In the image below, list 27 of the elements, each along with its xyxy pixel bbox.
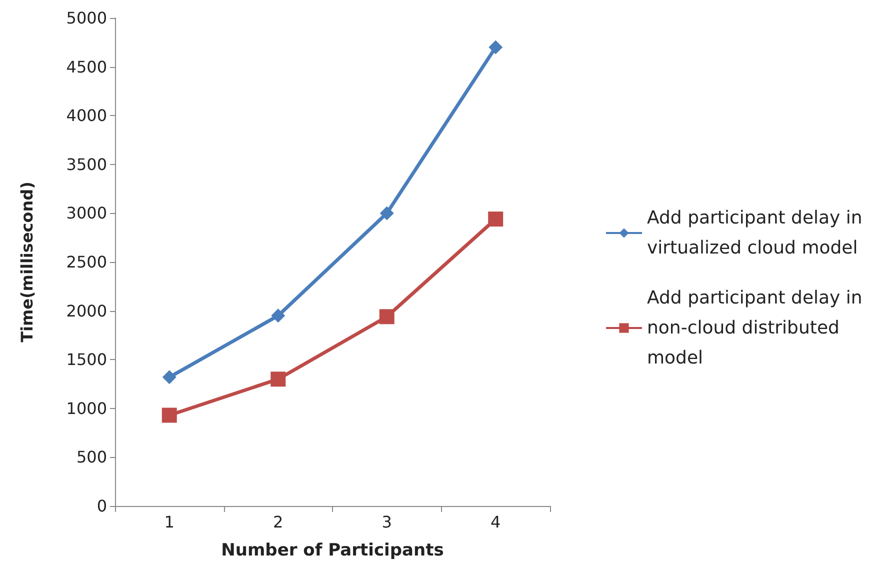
point <box>488 212 504 227</box>
y-axis-title: Time(millisecond) <box>18 182 36 342</box>
legend-label: Add participant delay in virtualized cloud model <box>647 208 868 258</box>
y-tick-label: 4500 <box>66 57 107 76</box>
y-tick-label: 5000 <box>66 8 107 28</box>
legend-label: Add participant delay in non-cloud distributed model <box>647 288 868 368</box>
x-tick-label: 4 <box>490 512 501 532</box>
point <box>271 308 286 323</box>
y-tick-label: 1000 <box>66 398 107 418</box>
x-tick-label: 3 <box>382 512 392 532</box>
y-tick-label: 1500 <box>66 350 107 370</box>
x-tick-label: 2 <box>273 512 284 532</box>
point <box>488 40 503 54</box>
y-tick-label: 500 <box>76 448 107 467</box>
y-tick-label: 3500 <box>66 154 107 174</box>
y-tick-label: 2500 <box>66 252 107 272</box>
y-tick-label: 2000 <box>66 301 107 320</box>
point <box>379 309 394 324</box>
x-tick-label: 1 <box>164 512 174 532</box>
point <box>380 206 394 220</box>
y-tick-label: 0 <box>96 496 107 516</box>
y-tick-label: 4000 <box>66 106 107 126</box>
y-tick-label: 3000 <box>66 204 107 223</box>
point <box>162 370 176 384</box>
point <box>162 408 177 423</box>
point <box>270 372 286 387</box>
x-axis-title: Number of Participants <box>221 540 444 560</box>
